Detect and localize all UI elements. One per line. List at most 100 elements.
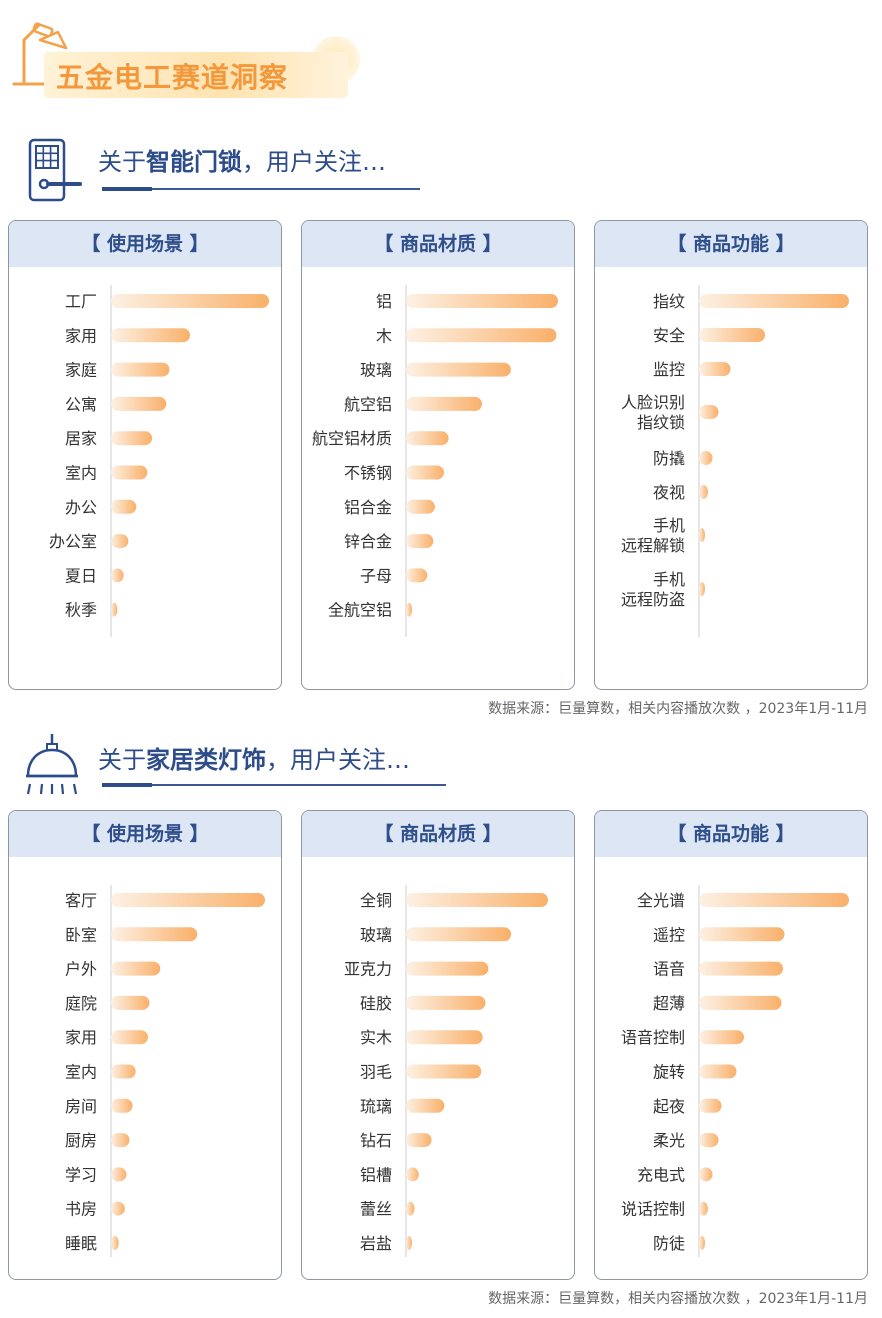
- section-title: 关于智能门锁，用户关注…: [98, 148, 386, 176]
- category-label: 睡眠: [65, 1234, 97, 1253]
- category-label-line: 琉璃: [360, 1097, 392, 1116]
- category-label: 锌合金: [344, 532, 392, 551]
- bar: [699, 294, 849, 308]
- category-label: 监控: [653, 360, 685, 379]
- bar: [111, 961, 161, 976]
- bar: [111, 1201, 125, 1216]
- bar: [406, 499, 435, 514]
- category-label-line: 铝槽: [360, 1165, 392, 1184]
- category-label-line: 语音控制: [621, 1028, 685, 1047]
- bar: [699, 362, 731, 376]
- category-label-line: 秋季: [65, 601, 97, 620]
- bar: [406, 396, 482, 411]
- data-source-note: 数据来源：巨量算数，相关内容播放次数 ，2023年1月-11月: [488, 701, 868, 717]
- category-label: 蕾丝: [360, 1200, 392, 1219]
- bar: [699, 405, 719, 419]
- bar: [406, 1236, 412, 1250]
- chart-title: 【 使用场景 】: [9, 221, 281, 267]
- category-label-line: 安全: [653, 326, 685, 345]
- category-label: 语音控制: [621, 1028, 685, 1047]
- category-label-line: 岩盐: [360, 1234, 392, 1253]
- category-label-line: 柔光: [653, 1131, 685, 1150]
- category-label-line: 户外: [65, 960, 97, 979]
- bar: [406, 927, 512, 942]
- section-underline: [102, 187, 420, 191]
- category-label: 书房: [65, 1200, 97, 1219]
- section-heading-door-lock: 关于智能门锁，用户关注…: [0, 128, 882, 208]
- category-label: 实木: [360, 1028, 392, 1047]
- bar: [111, 294, 269, 308]
- category-label: 玻璃: [360, 361, 392, 380]
- bar: [699, 582, 705, 596]
- category-label-line: 玻璃: [360, 925, 392, 944]
- category-label-line: 指纹锁: [637, 413, 685, 432]
- chart-title: 【 商品材质 】: [302, 811, 574, 857]
- bar: [111, 465, 148, 480]
- category-label-line: 不锈钢: [344, 464, 392, 483]
- chart-panel-material: 【 商品材质 】 铝木玻璃 航空铝 航空铝材质 不锈钢 铝合金 锌合金 子母 全航空铝: [301, 220, 575, 690]
- category-label-line: 夜视: [653, 483, 685, 502]
- category-label: 起夜: [653, 1097, 685, 1116]
- category-label-line: 子母: [360, 566, 392, 585]
- category-label: 室内: [65, 464, 97, 483]
- category-label-line: 航空铝材质: [312, 429, 392, 448]
- category-label-line: 实木: [360, 1028, 392, 1047]
- bar: [111, 396, 167, 411]
- category-label: 子母: [360, 566, 392, 585]
- category-label-line: 家庭: [65, 361, 97, 380]
- category-label: 工厂: [65, 292, 97, 311]
- category-label: 公寓: [65, 395, 97, 414]
- bar: [111, 602, 118, 617]
- category-label-line: 居家: [65, 429, 97, 448]
- category-label: 室内: [65, 1063, 97, 1082]
- category-label: 硅胶: [360, 994, 392, 1013]
- bar: [406, 568, 428, 583]
- category-label: 铝合金: [344, 498, 392, 517]
- pendant-lamp-icon: [26, 734, 78, 795]
- category-label: 夜视: [653, 483, 685, 502]
- category-label-line: 蕾丝: [360, 1200, 392, 1219]
- page-title: 五金电工赛道洞察: [56, 61, 289, 94]
- section-underline: [102, 783, 446, 787]
- bar: [406, 602, 413, 617]
- category-label-line: 公寓: [65, 395, 97, 414]
- category-label: 秋季: [65, 601, 97, 620]
- bar: [406, 362, 511, 377]
- category-label: 家用: [65, 1028, 97, 1047]
- category-label-line: 旋转: [653, 1063, 685, 1082]
- category-label: 防撬: [653, 449, 685, 468]
- category-label: 说话控制: [621, 1200, 685, 1219]
- bar: [699, 528, 705, 542]
- category-label: 学习: [65, 1165, 97, 1184]
- category-label-line: 办公: [65, 498, 97, 517]
- category-label: 岩盐: [360, 1234, 392, 1253]
- category-label-line: 客厅: [65, 891, 97, 910]
- category-label: 全航空铝: [328, 601, 392, 620]
- bar: [699, 995, 782, 1010]
- category-label: 手机远程解锁: [621, 516, 685, 555]
- category-label: 客厅: [65, 891, 97, 910]
- category-label: 铝槽: [360, 1165, 392, 1184]
- category-label: 遥控: [653, 925, 685, 944]
- category-label: 航空铝: [344, 395, 392, 414]
- category-label: 柔光: [653, 1131, 685, 1150]
- category-label: 超薄: [653, 994, 685, 1013]
- chart-title: 【 商品功能 】: [595, 811, 867, 857]
- category-label-line: 庭院: [65, 994, 97, 1013]
- category-label-line: 硅胶: [360, 994, 392, 1013]
- category-label: 夏日: [65, 566, 97, 585]
- category-label: 防徒: [653, 1234, 685, 1253]
- category-label: 家庭: [65, 361, 97, 380]
- chart-title: 【 商品材质 】: [302, 221, 574, 267]
- bar: [699, 1201, 708, 1216]
- category-label: 航空铝材质: [312, 429, 392, 448]
- category-label-line: 指纹: [653, 292, 685, 311]
- category-label: 家用: [65, 326, 97, 345]
- door-lock-icon: [28, 138, 82, 202]
- category-label: 居家: [65, 429, 97, 448]
- bar: [111, 431, 153, 446]
- category-label: 羽毛: [360, 1063, 392, 1082]
